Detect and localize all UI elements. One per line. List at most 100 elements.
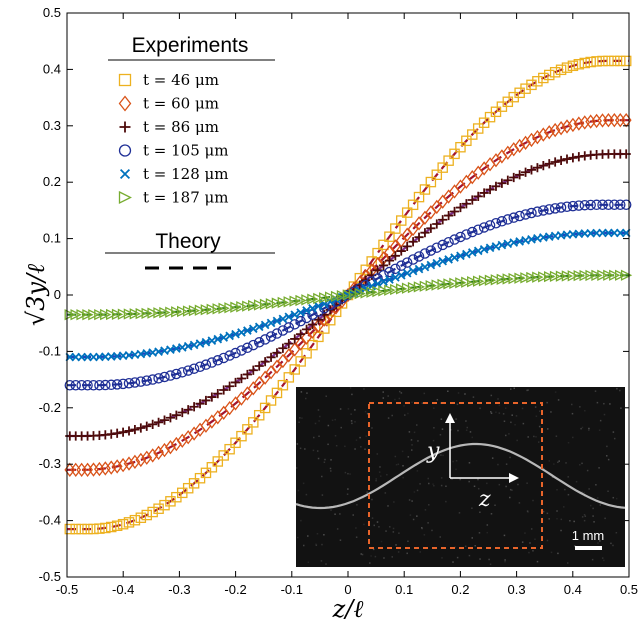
inset-noise-dot [316,532,319,535]
data-point [514,138,526,154]
data-point [543,69,555,81]
inset-noise-dot [433,407,435,409]
data-point [194,472,206,484]
inset-noise-dot [354,421,356,423]
data-point [188,304,201,317]
inset-noise-dot [352,514,354,516]
inset-noise-dot [371,517,374,519]
data-point [265,365,277,380]
inset-noise-dot [383,557,385,559]
inset-noise-dot [380,540,383,543]
inset-noise-dot [569,519,571,522]
legend: Experiments Theory t = 46 μmt = 60 μmt =… [105,34,275,270]
inset-noise-dot [579,406,581,408]
data-point [449,148,460,160]
data-point [296,329,306,339]
data-point [260,357,270,367]
inset-noise-dot [393,501,395,503]
inset-noise-dot [537,441,540,443]
inset-noise-dot [344,471,347,474]
legend-entry-label: t = 105 μm [143,142,229,160]
data-point [390,263,401,275]
inset-noise-dot [583,491,585,494]
data-point [336,290,349,302]
data-point [549,270,562,283]
data-point [490,274,503,286]
data-point [260,320,270,330]
data-point [248,324,258,334]
inset-noise-dot [329,467,332,470]
data-point [419,184,431,195]
data-point [449,184,460,199]
inset-noise-dot [375,478,377,480]
inset-noise-dot [321,494,324,496]
inset-noise-dot [574,545,576,547]
inset-noise-dot [395,544,397,546]
data-point [165,413,176,423]
legend-marker [119,121,131,133]
data-point [105,379,117,391]
data-point [343,290,353,300]
data-point [266,318,276,328]
inset-noise-dot [371,427,373,429]
data-point [159,442,170,458]
data-point [450,253,459,262]
inset-noise-dot [419,551,422,553]
data-point [561,201,573,213]
data-point [135,452,147,468]
data-point [444,255,453,264]
inset-noise-dot [366,491,368,493]
inset-noise-dot [465,420,467,422]
inset-noise-dot [392,531,395,533]
data-point [567,117,579,133]
inset-noise-dot [441,557,443,559]
data-point [177,407,187,418]
inset-noise-dot [398,397,401,400]
inset-noise-dot [387,417,390,419]
data-point [277,296,289,309]
inset-noise-dot [615,531,618,534]
inset-noise-dot [474,544,476,547]
inset-noise-dot [468,462,471,464]
data-point [342,289,355,301]
inset-noise-dot [351,422,353,425]
inset-noise-dot [362,497,365,499]
x-tick-label: -0.4 [112,582,134,597]
data-point [301,312,312,324]
data-point [147,374,158,385]
legend-entries: t = 46 μm t = 60 μm t = 86 μm t = 105 μm t =… [118,71,229,207]
inset-noise-dot [307,535,309,537]
data-point [100,379,111,391]
data-point [378,260,389,271]
data-point [272,316,282,326]
inset-noise-dot [392,527,395,530]
inset-axes [449,418,513,479]
inset-noise-dot [389,526,391,528]
data-point [526,132,537,148]
inset-noise-dot [296,536,299,539]
data-point [248,417,259,428]
inset-noise-dot [376,521,379,523]
inset-noise-dot [535,415,538,418]
data-point [236,345,247,356]
data-point [496,273,508,286]
inset-noise-dot [592,507,594,510]
data-point [111,520,123,532]
data-point [64,379,76,391]
data-point [460,174,472,190]
inset-noise-dot [318,435,320,438]
data-point [70,379,81,391]
inset-noise-dot [415,424,418,426]
data-point [94,309,106,321]
data-point [538,205,549,216]
data-point [620,269,633,281]
data-point [520,83,531,94]
data-point [207,392,217,402]
data-point [555,270,568,282]
inset-noise-dot [400,392,403,394]
series-4 [65,228,631,362]
data-point [64,523,76,535]
y-tick-label: 0.5 [43,5,61,20]
inset-noise-dot [588,488,590,490]
data-point [472,165,484,180]
